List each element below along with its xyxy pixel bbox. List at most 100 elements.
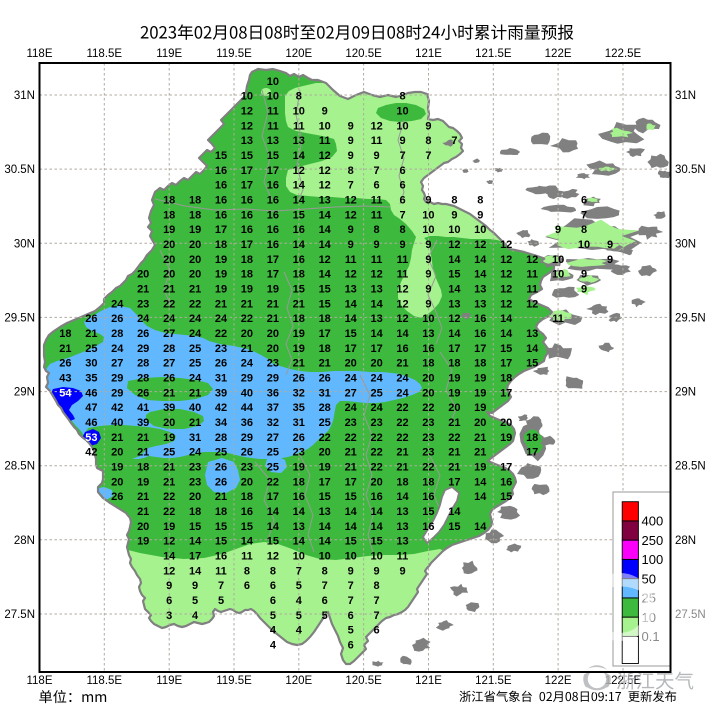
svg-text:15: 15 xyxy=(319,284,331,296)
svg-text:25: 25 xyxy=(319,417,331,429)
svg-text:26: 26 xyxy=(137,328,149,340)
svg-text:21: 21 xyxy=(163,476,175,488)
svg-text:9: 9 xyxy=(425,284,431,296)
svg-text:29N: 29N xyxy=(14,387,35,399)
svg-text:14: 14 xyxy=(319,521,332,533)
svg-text:16: 16 xyxy=(215,165,227,177)
svg-text:9: 9 xyxy=(374,150,380,162)
svg-text:11: 11 xyxy=(293,120,305,132)
svg-text:12: 12 xyxy=(500,269,512,281)
svg-text:16: 16 xyxy=(241,209,253,221)
svg-text:21: 21 xyxy=(111,432,123,444)
svg-text:21: 21 xyxy=(448,461,460,473)
svg-text:22: 22 xyxy=(370,461,382,473)
svg-text:41: 41 xyxy=(137,402,149,414)
svg-text:21: 21 xyxy=(241,298,253,310)
svg-text:21: 21 xyxy=(345,461,357,473)
svg-text:14: 14 xyxy=(526,343,539,355)
svg-text:31: 31 xyxy=(293,417,305,429)
svg-text:28.5N: 28.5N xyxy=(675,461,706,473)
svg-text:120E: 120E xyxy=(285,675,312,687)
svg-text:29: 29 xyxy=(241,432,253,444)
svg-text:4: 4 xyxy=(296,625,303,637)
svg-text:13: 13 xyxy=(474,284,486,296)
svg-text:17: 17 xyxy=(500,358,512,370)
svg-text:16: 16 xyxy=(215,180,227,192)
svg-text:9: 9 xyxy=(399,239,405,251)
svg-text:8: 8 xyxy=(270,565,276,577)
svg-text:100: 100 xyxy=(642,552,664,567)
svg-text:6: 6 xyxy=(399,195,405,207)
svg-text:25: 25 xyxy=(267,461,279,473)
svg-text:8: 8 xyxy=(477,195,483,207)
svg-text:22: 22 xyxy=(189,298,201,310)
svg-text:11: 11 xyxy=(526,269,538,281)
svg-text:42: 42 xyxy=(111,402,123,414)
svg-text:16: 16 xyxy=(241,195,253,207)
svg-text:18: 18 xyxy=(293,313,305,325)
svg-text:15: 15 xyxy=(500,343,512,355)
svg-text:5: 5 xyxy=(322,610,328,622)
svg-text:22: 22 xyxy=(422,402,434,414)
svg-text:9: 9 xyxy=(192,580,198,592)
svg-text:15: 15 xyxy=(189,521,201,533)
svg-text:8: 8 xyxy=(581,224,587,236)
svg-text:15: 15 xyxy=(241,150,253,162)
svg-text:26: 26 xyxy=(293,373,305,385)
svg-text:13: 13 xyxy=(293,135,305,147)
svg-text:14: 14 xyxy=(396,328,409,340)
svg-text:35: 35 xyxy=(85,373,97,385)
svg-text:25: 25 xyxy=(215,447,227,459)
svg-text:22: 22 xyxy=(267,476,279,488)
svg-text:22: 22 xyxy=(163,491,175,503)
svg-text:16: 16 xyxy=(241,224,253,236)
svg-text:29: 29 xyxy=(241,373,253,385)
svg-text:7: 7 xyxy=(581,209,587,221)
svg-text:21: 21 xyxy=(293,298,305,310)
svg-text:12: 12 xyxy=(448,239,460,251)
svg-text:39: 39 xyxy=(163,402,175,414)
svg-text:18: 18 xyxy=(163,209,175,221)
svg-text:18: 18 xyxy=(189,209,201,221)
svg-text:24: 24 xyxy=(189,328,202,340)
svg-text:26: 26 xyxy=(215,358,227,370)
svg-text:53: 53 xyxy=(85,432,97,444)
svg-text:36: 36 xyxy=(241,417,253,429)
svg-text:9: 9 xyxy=(399,135,405,147)
svg-text:23: 23 xyxy=(370,417,382,429)
svg-text:24: 24 xyxy=(396,387,409,399)
svg-text:21: 21 xyxy=(319,358,331,370)
svg-text:15: 15 xyxy=(345,328,357,340)
svg-text:6: 6 xyxy=(270,595,276,607)
svg-text:12: 12 xyxy=(370,269,382,281)
svg-text:19: 19 xyxy=(215,284,227,296)
svg-text:22: 22 xyxy=(396,402,408,414)
svg-text:5: 5 xyxy=(296,580,302,592)
svg-text:14: 14 xyxy=(267,506,280,518)
svg-text:16: 16 xyxy=(474,313,486,325)
svg-text:29: 29 xyxy=(137,343,149,355)
svg-text:27: 27 xyxy=(345,387,357,399)
svg-text:15: 15 xyxy=(319,298,331,310)
svg-text:16: 16 xyxy=(396,343,408,355)
svg-text:27: 27 xyxy=(267,432,279,444)
svg-text:10: 10 xyxy=(267,91,279,103)
svg-text:5: 5 xyxy=(192,595,198,607)
svg-text:26: 26 xyxy=(163,373,175,385)
svg-text:12: 12 xyxy=(319,150,331,162)
svg-text:20: 20 xyxy=(319,447,331,459)
svg-text:18: 18 xyxy=(422,358,434,370)
svg-text:17: 17 xyxy=(215,224,227,236)
svg-text:10: 10 xyxy=(422,313,434,325)
svg-text:23: 23 xyxy=(422,447,434,459)
svg-text:22: 22 xyxy=(215,328,227,340)
svg-text:23: 23 xyxy=(189,461,201,473)
svg-text:6: 6 xyxy=(399,165,405,177)
svg-text:10: 10 xyxy=(396,120,408,132)
svg-text:19: 19 xyxy=(474,373,486,385)
svg-text:28: 28 xyxy=(215,432,227,444)
svg-text:7: 7 xyxy=(348,180,354,192)
svg-text:15: 15 xyxy=(448,521,460,533)
svg-text:11: 11 xyxy=(267,106,279,118)
svg-text:12: 12 xyxy=(345,269,357,281)
